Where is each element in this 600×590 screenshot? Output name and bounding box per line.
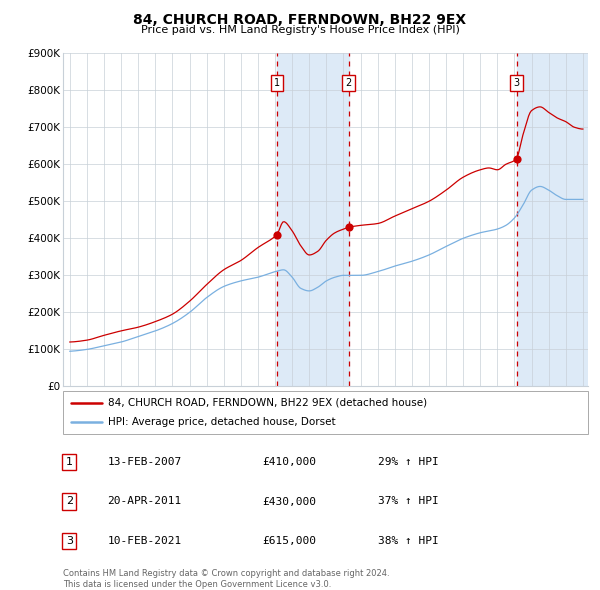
Text: 3: 3 xyxy=(514,78,520,88)
Text: £410,000: £410,000 xyxy=(263,457,317,467)
Point xyxy=(512,154,521,163)
Text: 84, CHURCH ROAD, FERNDOWN, BH22 9EX (detached house): 84, CHURCH ROAD, FERNDOWN, BH22 9EX (det… xyxy=(107,398,427,408)
Bar xyxy=(277,53,349,386)
Text: £615,000: £615,000 xyxy=(263,536,317,546)
Text: £430,000: £430,000 xyxy=(263,497,317,506)
Text: 13-FEB-2007: 13-FEB-2007 xyxy=(107,457,182,467)
Text: Contains HM Land Registry data © Crown copyright and database right 2024.
This d: Contains HM Land Registry data © Crown c… xyxy=(63,569,389,589)
Text: 10-FEB-2021: 10-FEB-2021 xyxy=(107,536,182,546)
Text: 2: 2 xyxy=(66,497,73,506)
Text: 1: 1 xyxy=(66,457,73,467)
Text: 84, CHURCH ROAD, FERNDOWN, BH22 9EX: 84, CHURCH ROAD, FERNDOWN, BH22 9EX xyxy=(133,13,467,27)
Text: 1: 1 xyxy=(274,78,280,88)
Text: 20-APR-2011: 20-APR-2011 xyxy=(107,497,182,506)
Text: HPI: Average price, detached house, Dorset: HPI: Average price, detached house, Dors… xyxy=(107,417,335,427)
Point xyxy=(344,222,353,232)
Text: 3: 3 xyxy=(66,536,73,546)
Bar xyxy=(517,53,588,386)
Text: Price paid vs. HM Land Registry's House Price Index (HPI): Price paid vs. HM Land Registry's House … xyxy=(140,25,460,35)
Text: 2: 2 xyxy=(346,78,352,88)
Point xyxy=(272,230,282,240)
Text: 37% ↑ HPI: 37% ↑ HPI xyxy=(378,497,439,506)
Text: 38% ↑ HPI: 38% ↑ HPI xyxy=(378,536,439,546)
Text: 29% ↑ HPI: 29% ↑ HPI xyxy=(378,457,439,467)
